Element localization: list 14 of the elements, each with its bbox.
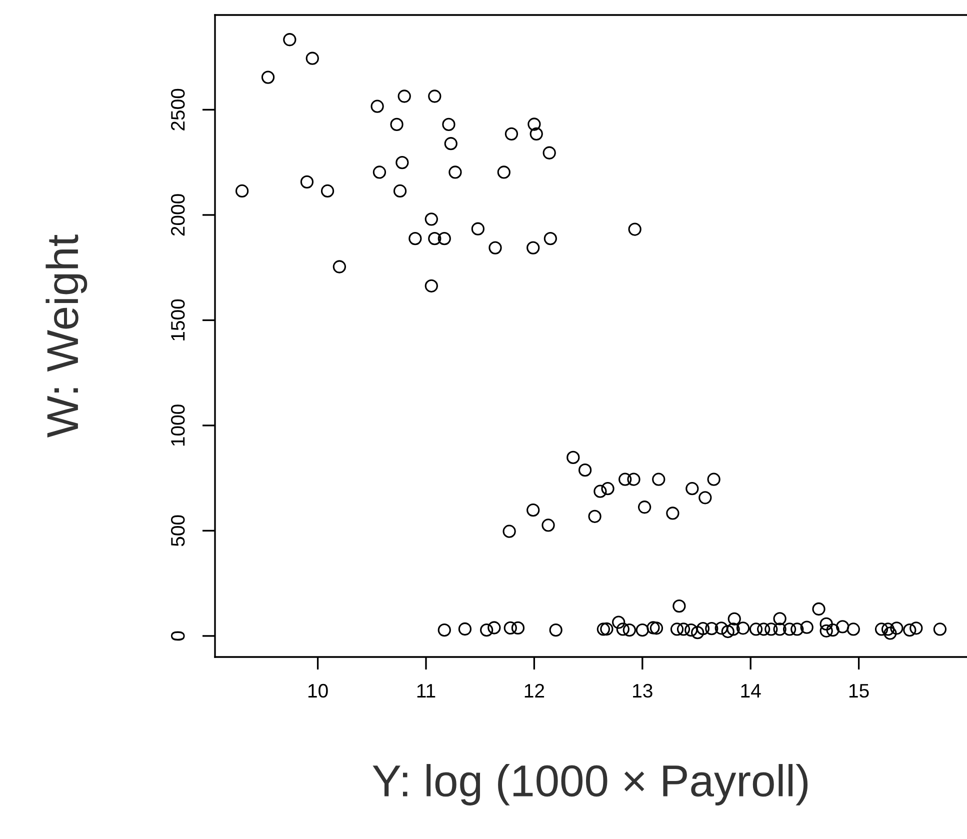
x-tick-label: 13 bbox=[633, 684, 652, 698]
x-tick-label: 10 bbox=[308, 684, 328, 698]
y-axis-title: W: Weight bbox=[46, 234, 88, 438]
x-axis-title: Y: log (1000 × Payroll) bbox=[372, 764, 808, 806]
y-tick-label: 2000 bbox=[171, 194, 185, 236]
y-tick-label: 0 bbox=[171, 631, 185, 641]
x-tick-label: 15 bbox=[849, 684, 869, 698]
y-tick-label: 1500 bbox=[171, 299, 185, 340]
y-tick-label: 2500 bbox=[171, 88, 185, 130]
x-tick-label: 14 bbox=[741, 684, 761, 698]
x-tick-label: 11 bbox=[417, 684, 436, 698]
y-tick-label: 1000 bbox=[171, 404, 185, 446]
y-tick-label: 500 bbox=[171, 515, 185, 546]
x-tick-label: 12 bbox=[524, 684, 544, 698]
